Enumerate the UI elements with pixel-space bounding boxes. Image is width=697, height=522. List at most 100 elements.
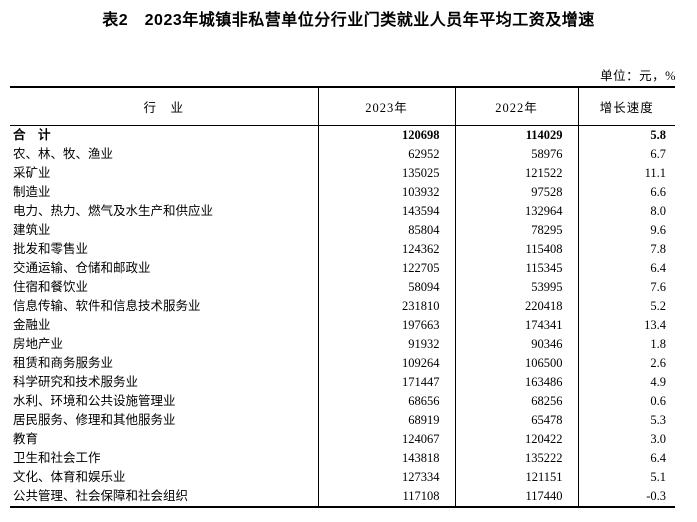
industry-cell: 建筑业	[13, 222, 51, 237]
table-row: 制造业 103932 97528 6.6	[10, 182, 675, 202]
growth-cell: 2.6	[577, 353, 675, 373]
growth-cell: 7.8	[577, 239, 675, 259]
industry-cell: 公共管理、社会保障和社会组织	[13, 488, 189, 503]
value-2023-cell: 122705	[317, 258, 455, 278]
industry-cell: 租赁和商务服务业	[13, 355, 114, 370]
value-2022-cell: 132964	[454, 201, 578, 221]
value-2022-cell: 114029	[454, 125, 578, 145]
industry-cell: 住宿和餐饮业	[13, 279, 89, 294]
value-2022-cell: 117440	[454, 486, 578, 507]
table-title: 表2 2023年城镇非私营单位分行业门类就业人员年平均工资及增速	[102, 12, 595, 29]
value-2022-cell: 174341	[454, 315, 578, 335]
growth-cell: 4.9	[577, 372, 675, 392]
value-2023-cell: 103932	[317, 182, 455, 202]
header-2023: 2023年	[317, 87, 455, 126]
unit-note: 单位：元，%	[600, 69, 676, 83]
growth-cell: 6.4	[577, 448, 675, 468]
industry-cell: 科学研究和技术服务业	[13, 374, 139, 389]
growth-cell: 0.6	[577, 391, 675, 411]
value-2023-cell: 117108	[317, 486, 455, 507]
value-2023-cell: 197663	[317, 315, 455, 335]
table-row: 金融业 197663 174341 13.4	[10, 315, 675, 335]
table-row: 居民服务、修理和其他服务业 68919 65478 5.3	[10, 410, 675, 430]
value-2023-cell: 109264	[317, 353, 455, 373]
industry-cell: 水利、环境和公共设施管理业	[13, 393, 176, 408]
value-2023-cell: 231810	[317, 296, 455, 316]
value-2022-cell: 163486	[454, 372, 578, 392]
header-growth: 增长速度	[577, 87, 675, 126]
industry-cell: 教育	[13, 431, 39, 446]
value-2022-cell: 115408	[454, 239, 578, 259]
value-2022-cell: 97528	[454, 182, 578, 202]
value-2022-cell: 121522	[454, 163, 578, 183]
industry-cell: 居民服务、修理和其他服务业	[13, 412, 176, 427]
value-2023-cell: 143818	[317, 448, 455, 468]
value-2022-cell: 90346	[454, 334, 578, 354]
growth-cell: 6.4	[577, 258, 675, 278]
industry-cell: 房地产业	[13, 336, 64, 351]
growth-cell: 3.0	[577, 429, 675, 449]
value-2022-cell: 121151	[454, 467, 578, 487]
value-2022-cell: 53995	[454, 277, 578, 297]
value-2023-cell: 120698	[317, 125, 455, 145]
table-row: 批发和零售业 124362 115408 7.8	[10, 239, 675, 259]
table-row: 水利、环境和公共设施管理业 68656 68256 0.6	[10, 391, 675, 411]
value-2022-cell: 115345	[454, 258, 578, 278]
industry-cell: 交通运输、仓储和邮政业	[13, 260, 151, 275]
growth-cell: 9.6	[577, 220, 675, 240]
value-2022-cell: 65478	[454, 410, 578, 430]
industry-cell: 采矿业	[13, 165, 51, 180]
value-2022-cell: 106500	[454, 353, 578, 373]
table-row: 采矿业 135025 121522 11.1	[10, 163, 675, 183]
header-industry: 行 业	[10, 87, 318, 126]
industry-cell: 金融业	[13, 317, 51, 332]
growth-cell: 6.7	[577, 144, 675, 164]
value-2023-cell: 85804	[317, 220, 455, 240]
value-2022-cell: 68256	[454, 391, 578, 411]
value-2023-cell: 62952	[317, 144, 455, 164]
table-row: 公共管理、社会保障和社会组织 117108 117440 -0.3	[10, 486, 675, 507]
table-row: 合 计 120698 114029 5.8	[10, 125, 675, 145]
industry-cell: 合 计	[13, 127, 51, 142]
table-row: 文化、体育和娱乐业 127334 121151 5.1	[10, 467, 675, 487]
industry-cell: 卫生和社会工作	[13, 450, 101, 465]
table-row: 信息传输、软件和信息技术服务业 231810 220418 5.2	[10, 296, 675, 316]
industry-cell: 农、林、牧、渔业	[13, 146, 114, 161]
industry-cell: 批发和零售业	[13, 241, 89, 256]
table-row: 租赁和商务服务业 109264 106500 2.6	[10, 353, 675, 373]
growth-cell: -0.3	[577, 486, 675, 507]
wage-table: 行 业 2023年 2022年 增长速度 合 计 120698 114029 5.8 农…	[10, 86, 675, 508]
table-row: 农、林、牧、渔业 62952 58976 6.7	[10, 144, 675, 164]
header-row: 行 业 2023年 2022年 增长速度	[10, 87, 675, 126]
growth-cell: 6.6	[577, 182, 675, 202]
table-row: 建筑业 85804 78295 9.6	[10, 220, 675, 240]
industry-cell: 电力、热力、燃气及水生产和供应业	[13, 203, 214, 218]
table-row: 卫生和社会工作 143818 135222 6.4	[10, 448, 675, 468]
value-2022-cell: 58976	[454, 144, 578, 164]
value-2022-cell: 120422	[454, 429, 578, 449]
growth-cell: 13.4	[577, 315, 675, 335]
table-row: 教育 124067 120422 3.0	[10, 429, 675, 449]
table-row: 交通运输、仓储和邮政业 122705 115345 6.4	[10, 258, 675, 278]
value-2023-cell: 58094	[317, 277, 455, 297]
value-2022-cell: 220418	[454, 296, 578, 316]
value-2023-cell: 68656	[317, 391, 455, 411]
table-row: 科学研究和技术服务业 171447 163486 4.9	[10, 372, 675, 392]
table-row: 住宿和餐饮业 58094 53995 7.6	[10, 277, 675, 297]
value-2022-cell: 78295	[454, 220, 578, 240]
growth-cell: 8.0	[577, 201, 675, 221]
value-2023-cell: 135025	[317, 163, 455, 183]
table-row: 电力、热力、燃气及水生产和供应业 143594 132964 8.0	[10, 201, 675, 221]
industry-cell: 信息传输、软件和信息技术服务业	[13, 298, 201, 313]
growth-cell: 5.8	[577, 125, 675, 145]
value-2023-cell: 171447	[317, 372, 455, 392]
growth-cell: 5.2	[577, 296, 675, 316]
growth-cell: 1.8	[577, 334, 675, 354]
value-2022-cell: 135222	[454, 448, 578, 468]
value-2023-cell: 124362	[317, 239, 455, 259]
value-2023-cell: 91932	[317, 334, 455, 354]
growth-cell: 7.6	[577, 277, 675, 297]
value-2023-cell: 68919	[317, 410, 455, 430]
table-body: 合 计 120698 114029 5.8 农、林、牧、渔业 62952 58976 6.7 采…	[10, 125, 675, 507]
